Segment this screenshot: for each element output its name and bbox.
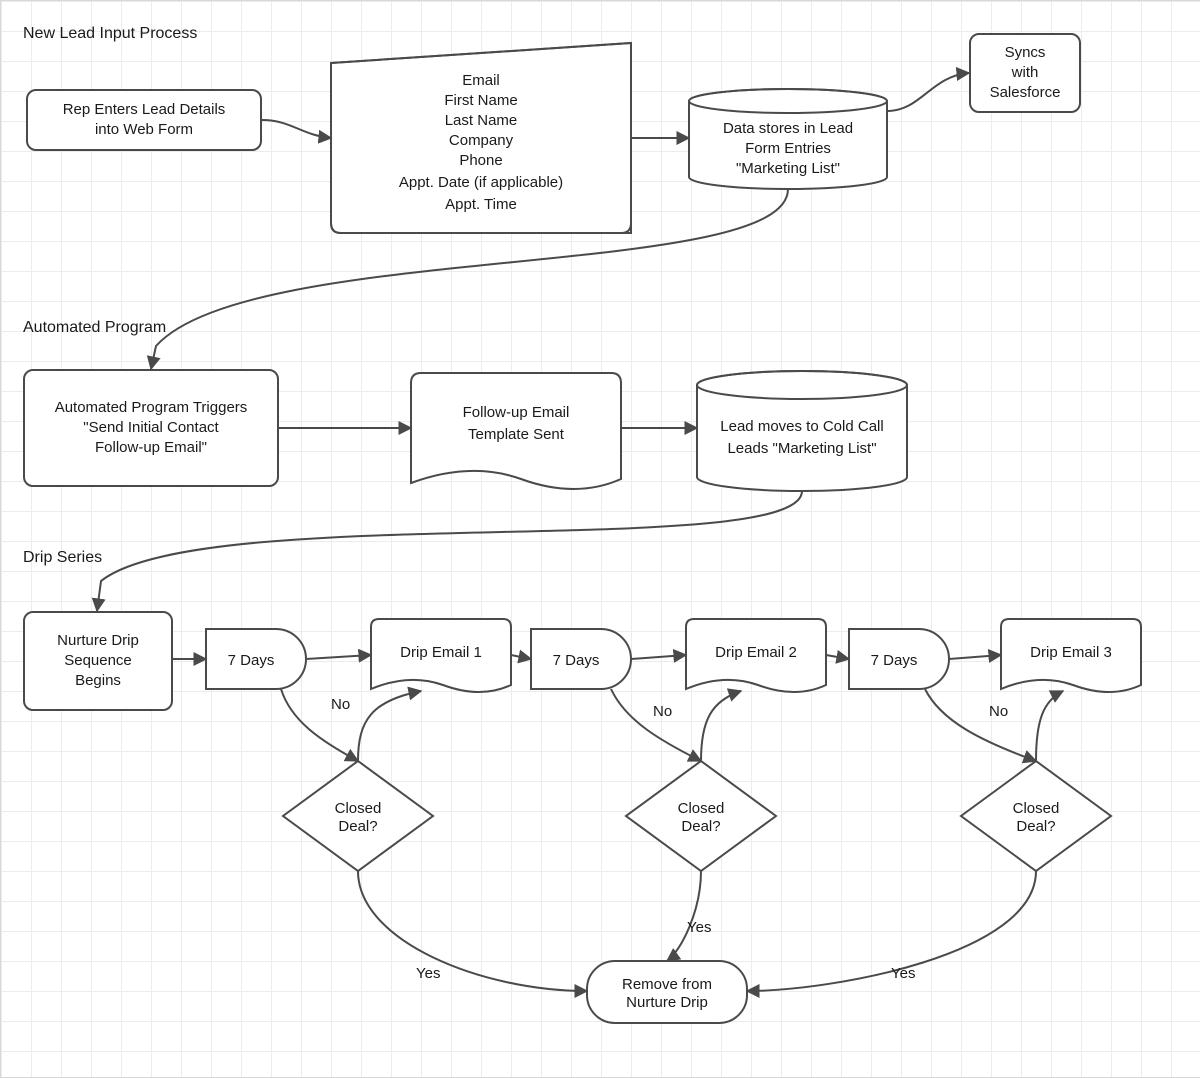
node-delay-2: 7 Days xyxy=(531,629,631,689)
svg-text:Drip Email 1: Drip Email 1 xyxy=(400,644,482,661)
node-drip-email-2: Drip Email 2 xyxy=(686,619,826,692)
edge-e11 xyxy=(631,655,686,659)
svg-text:Form Entries: Form Entries xyxy=(745,140,831,157)
svg-text:Deal?: Deal? xyxy=(338,818,377,835)
svg-text:Appt. Time: Appt. Time xyxy=(445,196,517,213)
svg-text:Nurture Drip: Nurture Drip xyxy=(626,994,708,1011)
flowchart-canvas: New Lead Input Process Automated Program… xyxy=(0,0,1200,1078)
edge-e13 xyxy=(949,655,1001,659)
edge-label-yes-3: Yes xyxy=(891,965,915,982)
svg-text:7 Days: 7 Days xyxy=(553,652,600,669)
node-drip-email-3: Drip Email 3 xyxy=(1001,619,1141,692)
section-title-1: New Lead Input Process xyxy=(23,25,197,43)
edge-e10 xyxy=(511,655,531,659)
flowchart-svg: Email First Name Last Name Company Phone… xyxy=(1,1,1200,1077)
node-nurture-begins: Nurture DripSequenceBegins xyxy=(23,611,173,711)
section-title-2: Automated Program xyxy=(23,319,166,337)
edge-label-no-2: No xyxy=(653,703,672,720)
edge-e18 xyxy=(701,691,741,761)
svg-text:Follow-up Email: Follow-up Email xyxy=(463,404,570,421)
svg-text:Email: Email xyxy=(462,72,500,89)
edge-label-no-3: No xyxy=(989,703,1008,720)
node-decision-2: Closed Deal? xyxy=(626,761,776,871)
node-data-store: Data stores in Lead Form Entries "Market… xyxy=(689,89,887,189)
node-delay-1: 7 Days xyxy=(206,629,306,689)
edge-label-no-1: No xyxy=(331,696,350,713)
edges-group xyxy=(97,73,1063,991)
svg-text:Lead moves to Cold Call: Lead moves to Cold Call xyxy=(720,418,883,435)
svg-text:Remove from: Remove from xyxy=(622,976,712,993)
section-title-3: Drip Series xyxy=(23,549,102,567)
svg-text:Closed: Closed xyxy=(678,800,725,817)
svg-text:Data stores in Lead: Data stores in Lead xyxy=(723,120,853,137)
node-remove-drip: Remove from Nurture Drip xyxy=(587,961,747,1023)
edge-e17 xyxy=(358,691,421,761)
svg-text:Phone: Phone xyxy=(459,152,502,169)
node-drip-email-1: Drip Email 1 xyxy=(371,619,511,692)
svg-text:7 Days: 7 Days xyxy=(228,652,275,669)
svg-text:Closed: Closed xyxy=(1013,800,1060,817)
svg-text:"Marketing List": "Marketing List" xyxy=(736,160,840,177)
edge-e7 xyxy=(97,491,802,611)
node-automated-trigger: Automated Program Triggers"Send Initial … xyxy=(23,369,279,487)
node-cold-call-list: Lead moves to Cold Call Leads "Marketing… xyxy=(697,371,907,491)
node-decision-3: Closed Deal? xyxy=(961,761,1111,871)
node-delay-3: 7 Days xyxy=(849,629,949,689)
svg-text:Leads "Marketing List": Leads "Marketing List" xyxy=(727,440,876,457)
node-syncs-salesforce: SyncswithSalesforce xyxy=(969,33,1081,113)
edge-e19 xyxy=(1036,691,1063,761)
edge-e20 xyxy=(358,871,587,991)
svg-text:Last Name: Last Name xyxy=(445,112,518,129)
edge-e16 xyxy=(925,689,1036,761)
node-decision-1: Closed Deal? xyxy=(283,761,433,871)
svg-text:Appt. Date (if applicable): Appt. Date (if applicable) xyxy=(399,174,563,191)
svg-text:Drip Email 3: Drip Email 3 xyxy=(1030,644,1112,661)
svg-text:Drip Email 2: Drip Email 2 xyxy=(715,644,797,661)
svg-text:Company: Company xyxy=(449,132,514,149)
edge-e12 xyxy=(826,655,849,659)
edge-label-yes-1: Yes xyxy=(416,965,440,982)
svg-text:First Name: First Name xyxy=(444,92,517,109)
svg-text:Template Sent: Template Sent xyxy=(468,426,565,443)
edge-e4 xyxy=(151,189,788,369)
node-followup-email: Follow-up Email Template Sent xyxy=(411,373,621,489)
edge-e3 xyxy=(887,73,969,111)
node-rep-enters: Rep Enters Lead Detailsinto Web Form xyxy=(26,89,262,151)
svg-text:Closed: Closed xyxy=(335,800,382,817)
edge-e1 xyxy=(262,120,331,138)
edge-label-yes-2: Yes xyxy=(687,919,711,936)
svg-text:Deal?: Deal? xyxy=(681,818,720,835)
edge-e15 xyxy=(611,689,701,761)
node-form-fields: Email First Name Last Name Company Phone… xyxy=(331,43,631,233)
edge-e21 xyxy=(667,871,701,961)
svg-text:Deal?: Deal? xyxy=(1016,818,1055,835)
svg-text:7 Days: 7 Days xyxy=(871,652,918,669)
edge-e9 xyxy=(306,655,371,659)
